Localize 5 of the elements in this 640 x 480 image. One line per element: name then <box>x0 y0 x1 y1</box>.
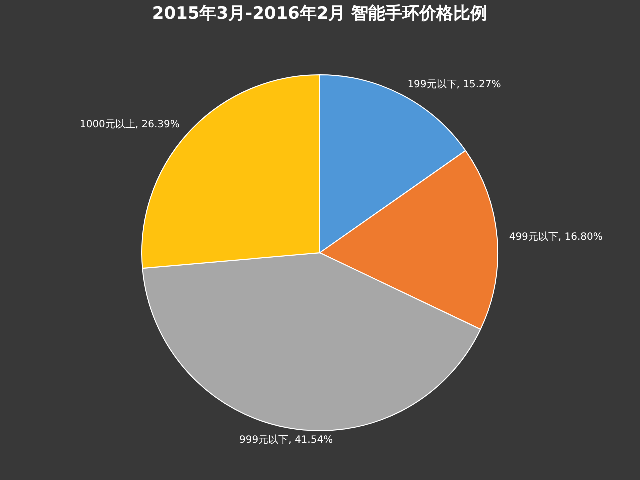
slice-label: 199元以下, 15.27% <box>408 78 502 90</box>
slice-label: 1000元以上, 26.39% <box>80 118 180 131</box>
slice-label: 999元以下, 41.54% <box>239 434 334 446</box>
slice-label: 499元以下, 16.80% <box>509 231 603 244</box>
chart-title: 2015年3月-2016年2月 智能手环价格比例 <box>152 4 488 24</box>
